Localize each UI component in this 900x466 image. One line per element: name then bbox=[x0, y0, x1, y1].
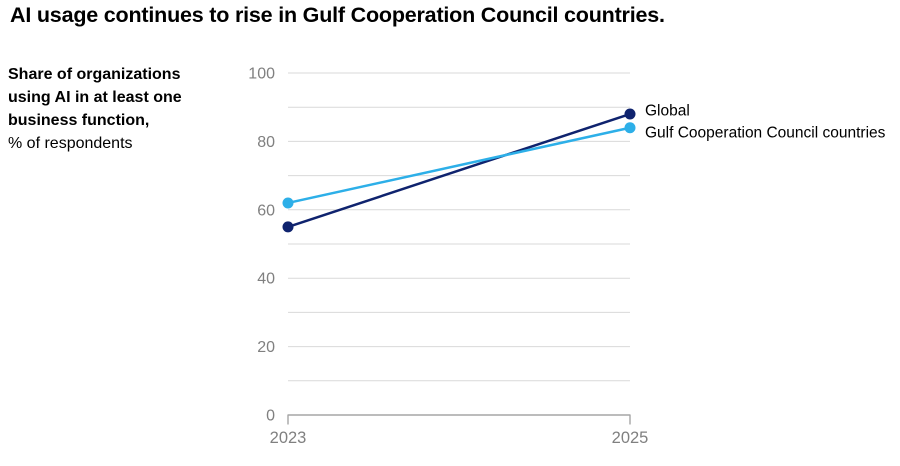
y-axis-units-label: % of respondents bbox=[8, 135, 133, 152]
series-line-global bbox=[287, 112, 631, 229]
data-point-gulf-cooperation-council-countries-2025 bbox=[624, 122, 636, 134]
y-axis-tick-label: 20 bbox=[257, 339, 275, 356]
series-label-global: Global bbox=[645, 102, 690, 119]
series-label-gulf-cooperation-council-countries: Gulf Cooperation Council countries bbox=[645, 124, 886, 141]
chart-title: AI usage continues to rise in Gulf Coope… bbox=[10, 3, 665, 27]
x-axis-label: 2025 bbox=[612, 429, 649, 447]
y-axis-tick-label: 100 bbox=[248, 66, 275, 83]
y-axis-description-line-2: using AI in at least one bbox=[8, 89, 182, 106]
series-line-gulf-cooperation-council-countries bbox=[287, 126, 631, 205]
y-axis-description: Share of organizations using AI in at le… bbox=[8, 63, 182, 155]
y-axis-tick-label: 40 bbox=[257, 271, 275, 288]
data-point-global-2025 bbox=[624, 108, 636, 120]
y-axis-tick-label: 80 bbox=[257, 134, 275, 151]
y-axis-description-line-3: business function, bbox=[8, 112, 150, 129]
y-axis-description-line-1: Share of organizations bbox=[8, 66, 181, 83]
data-point-gulf-cooperation-council-countries-2023 bbox=[282, 197, 294, 209]
x-axis-label: 2023 bbox=[270, 429, 307, 447]
y-axis-tick-label: 60 bbox=[257, 202, 275, 219]
y-axis-tick-label: 0 bbox=[266, 408, 275, 425]
data-point-global-2023 bbox=[282, 221, 294, 233]
